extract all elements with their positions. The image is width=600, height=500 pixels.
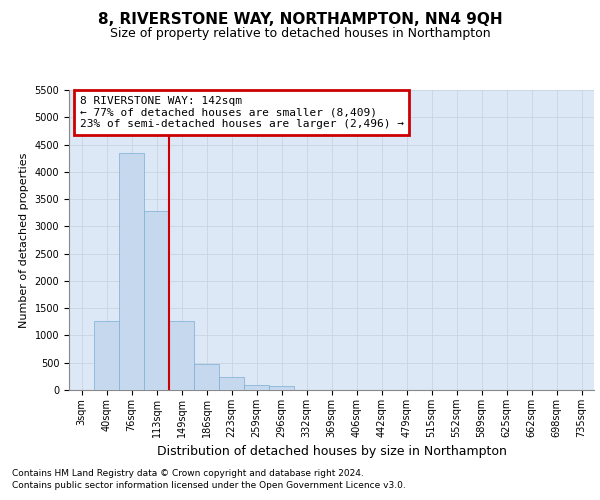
Bar <box>119 152 144 390</box>
Text: 8 RIVERSTONE WAY: 142sqm
← 77% of detached houses are smaller (8,409)
23% of sem: 8 RIVERSTONE WAY: 142sqm ← 77% of detach… <box>79 96 404 129</box>
Y-axis label: Number of detached properties: Number of detached properties <box>19 152 29 328</box>
Text: 8, RIVERSTONE WAY, NORTHAMPTON, NN4 9QH: 8, RIVERSTONE WAY, NORTHAMPTON, NN4 9QH <box>98 12 502 28</box>
X-axis label: Distribution of detached houses by size in Northampton: Distribution of detached houses by size … <box>157 446 506 458</box>
Bar <box>194 364 219 390</box>
Text: Contains HM Land Registry data © Crown copyright and database right 2024.: Contains HM Land Registry data © Crown c… <box>12 468 364 477</box>
Text: Contains public sector information licensed under the Open Government Licence v3: Contains public sector information licen… <box>12 481 406 490</box>
Bar <box>94 320 119 390</box>
Bar <box>269 386 294 390</box>
Text: Size of property relative to detached houses in Northampton: Size of property relative to detached ho… <box>110 28 490 40</box>
Bar <box>169 320 194 390</box>
Bar <box>244 384 269 390</box>
Bar <box>219 378 244 390</box>
Bar <box>144 211 169 390</box>
